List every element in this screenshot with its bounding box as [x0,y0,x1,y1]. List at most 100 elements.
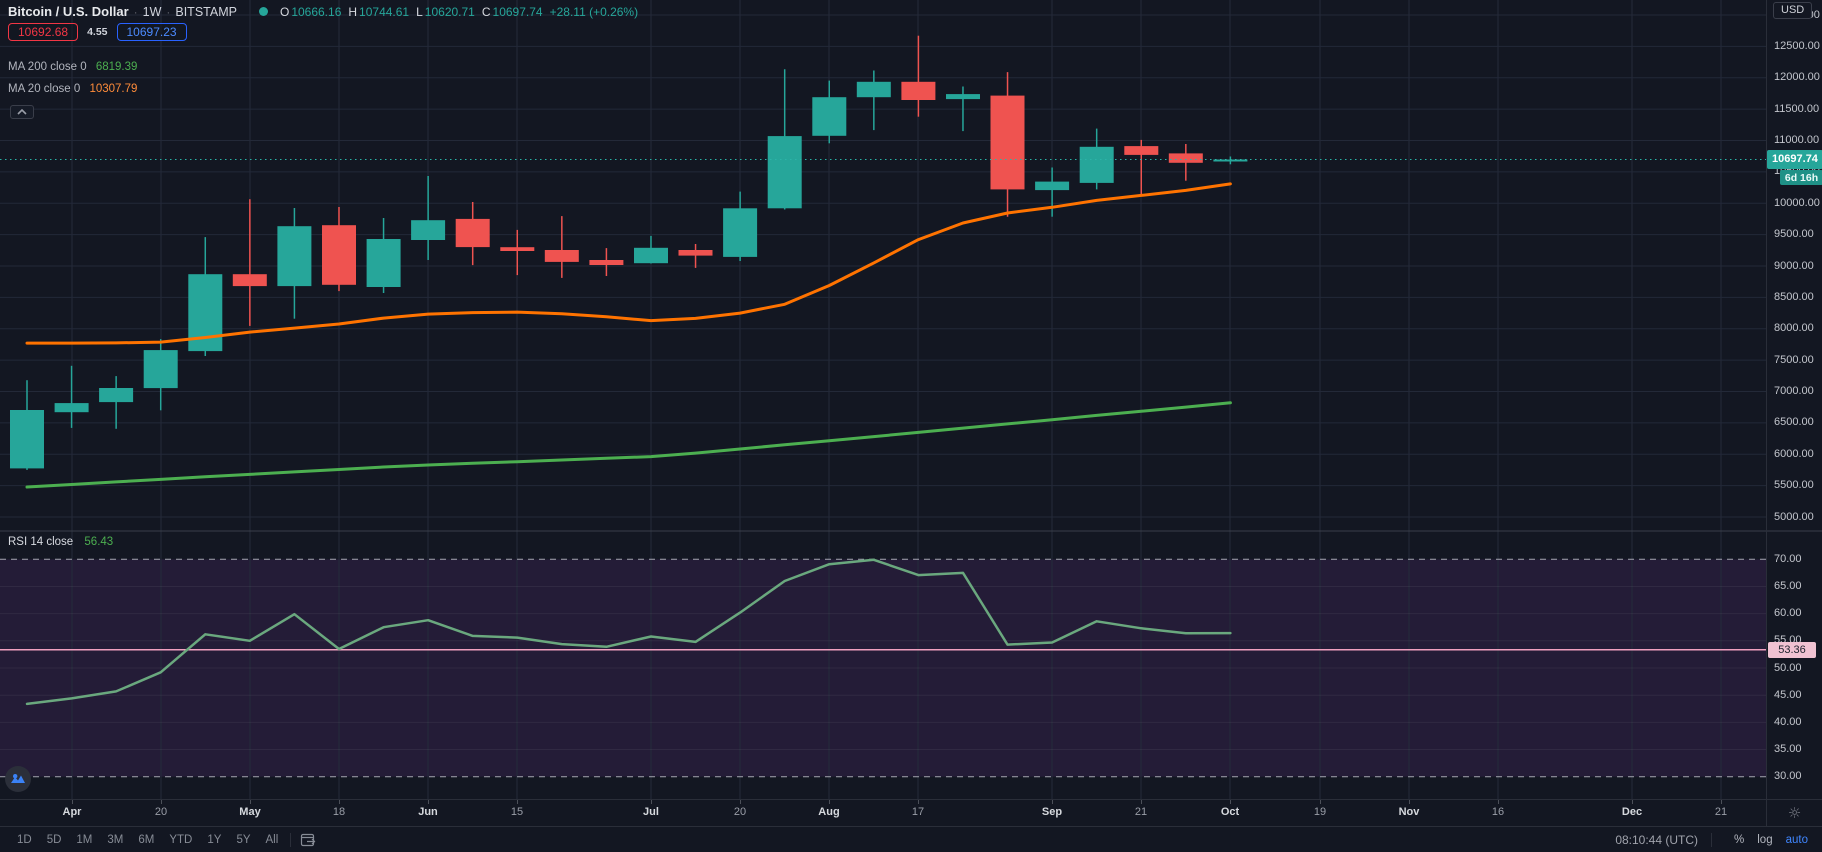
time-label: May [239,806,261,818]
time-label: 20 [733,806,747,818]
chevron-up-icon [17,109,27,115]
range-button-5d[interactable]: 5D [46,833,62,846]
rsi-legend-row[interactable]: RSI 14 close 56.43 [8,536,113,548]
price-tick: 7500.00 [1774,353,1814,366]
price-tick: 9500.00 [1774,228,1814,241]
range-button-3m[interactable]: 3M [107,833,124,846]
rsi-level-badge: 53.36 [1768,641,1816,658]
range-button-1y[interactable]: 1Y [207,833,222,846]
time-tick [1721,800,1722,804]
time-label: 17 [911,806,925,818]
time-label: Jul [643,806,659,818]
range-button-1m[interactable]: 1M [76,833,93,846]
sell-button[interactable]: 10692.68 [8,23,79,41]
buy-button[interactable]: 10697.23 [116,23,187,41]
time-label: Apr [62,806,82,818]
percent-scale-button[interactable]: % [1734,833,1745,846]
time-tick [918,800,919,804]
logo-mountain-icon [5,766,31,792]
price-tick: 12500.00 [1774,39,1820,52]
price-tick: 6500.00 [1774,416,1814,429]
time-tick [829,800,830,804]
bar-countdown-badge: 6d 16h [1780,170,1822,186]
rsi-label: RSI 14 close [8,536,74,548]
rsi-value: 56.43 [84,536,114,548]
time-label: Sep [1041,806,1063,818]
range-button-5y[interactable]: 5Y [236,833,251,846]
toolbar-divider [290,832,292,847]
time-tick [1141,800,1142,804]
time-label: Aug [818,806,840,818]
clock-display[interactable]: 08:10:44 (UTC) [1615,832,1699,847]
axis-settings-corner[interactable]: ☼ [1766,800,1822,826]
ma200-label: MA 200 close 0 [8,61,87,73]
price-tick: 11500.00 [1774,102,1820,115]
time-label: Nov [1398,806,1420,818]
separator-dot: · [133,4,138,19]
ma20-legend-row[interactable]: MA 20 close 0 10307.79 [8,83,137,95]
time-tick [1320,800,1321,804]
ma20-label: MA 20 close 0 [8,83,81,95]
price-tick: 6000.00 [1774,447,1814,460]
time-label: 19 [1313,806,1327,818]
price-tick: 7000.00 [1774,385,1814,397]
time-label: 16 [1491,806,1505,818]
time-tick [1230,800,1231,804]
time-tick [1498,800,1499,804]
ma200-legend-row[interactable]: MA 200 close 0 6819.39 [8,61,137,73]
tradingview-logo[interactable] [4,765,32,798]
range-button-ytd[interactable]: YTD [169,833,193,846]
ma200-value: 6819.39 [95,61,138,73]
rsi-tick: 65.00 [1774,579,1802,592]
rsi-tick: 70.00 [1774,552,1802,565]
log-scale-button[interactable]: log [1757,833,1773,846]
rsi-tick: 30.00 [1774,770,1802,783]
currency-chip[interactable]: USD [1773,2,1813,19]
time-label: 18 [332,806,346,818]
time-tick [250,800,251,804]
time-tick [517,800,518,804]
bottom-toolbar: 1D 5D 1M 3M 6M YTD 1Y 5Y All 08:10:44 (UTC) % lo… [0,826,1822,852]
time-tick [1409,800,1410,804]
time-label: Jun [418,806,438,818]
market-status-icon [258,7,268,16]
time-tick [1052,800,1053,804]
time-tick [339,800,340,804]
time-tick [428,800,429,804]
legend-collapse-button[interactable] [10,105,34,119]
time-tick [161,800,162,804]
time-tick [72,800,73,804]
price-tick: 9000.00 [1774,259,1814,272]
last-price-badge: 10697.74 [1767,149,1822,169]
time-label: Oct [1220,806,1240,818]
range-button-all[interactable]: All [265,833,279,846]
symbol-title[interactable]: Bitcoin / U.S. Dollar [8,4,129,19]
rsi-tick: 35.00 [1774,743,1802,756]
open-value: 10666.16 [291,4,342,19]
go-to-date-button[interactable] [300,832,317,848]
auto-scale-button[interactable]: auto [1785,833,1808,846]
range-button-1d[interactable]: 1D [17,833,32,846]
interval-label[interactable]: 1W [142,4,162,19]
time-axis[interactable]: Apr 20 May 18 Jun 15 Jul 20 Aug 17 Sep 21 Oct 19 Nov 16… [0,799,1822,826]
date-range-buttons: 1D 5D 1M 3M 6M YTD 1Y 5Y All [0,833,281,847]
toolbar-right-controls: 08:10:44 (UTC) % log auto [1615,832,1808,847]
trade-panel: 10692.68 4.55 10697.23 [8,23,187,41]
exchange-label[interactable]: BITSTAMP [175,4,237,19]
price-tick: 10000.00 [1774,196,1820,209]
close-value: 10697.74 [492,4,543,19]
price-axis[interactable]: 13000.0012500.0012000.0011500.0011000.00… [1766,0,1822,799]
rsi-tick: 60.00 [1774,607,1802,620]
change-value: +28.11 (+0.26%) [549,4,639,19]
range-button-6m[interactable]: 6M [138,833,155,846]
separator-dot: · [166,4,171,19]
price-tick: 8500.00 [1774,290,1814,303]
spread-value: 4.55 [87,26,108,38]
low-value: 10620.71 [424,4,475,19]
price-tick: 5500.00 [1774,479,1814,492]
sun-icon: ☼ [1787,804,1802,822]
price-tick: 11000.00 [1774,134,1820,146]
time-label: 21 [1714,806,1728,818]
